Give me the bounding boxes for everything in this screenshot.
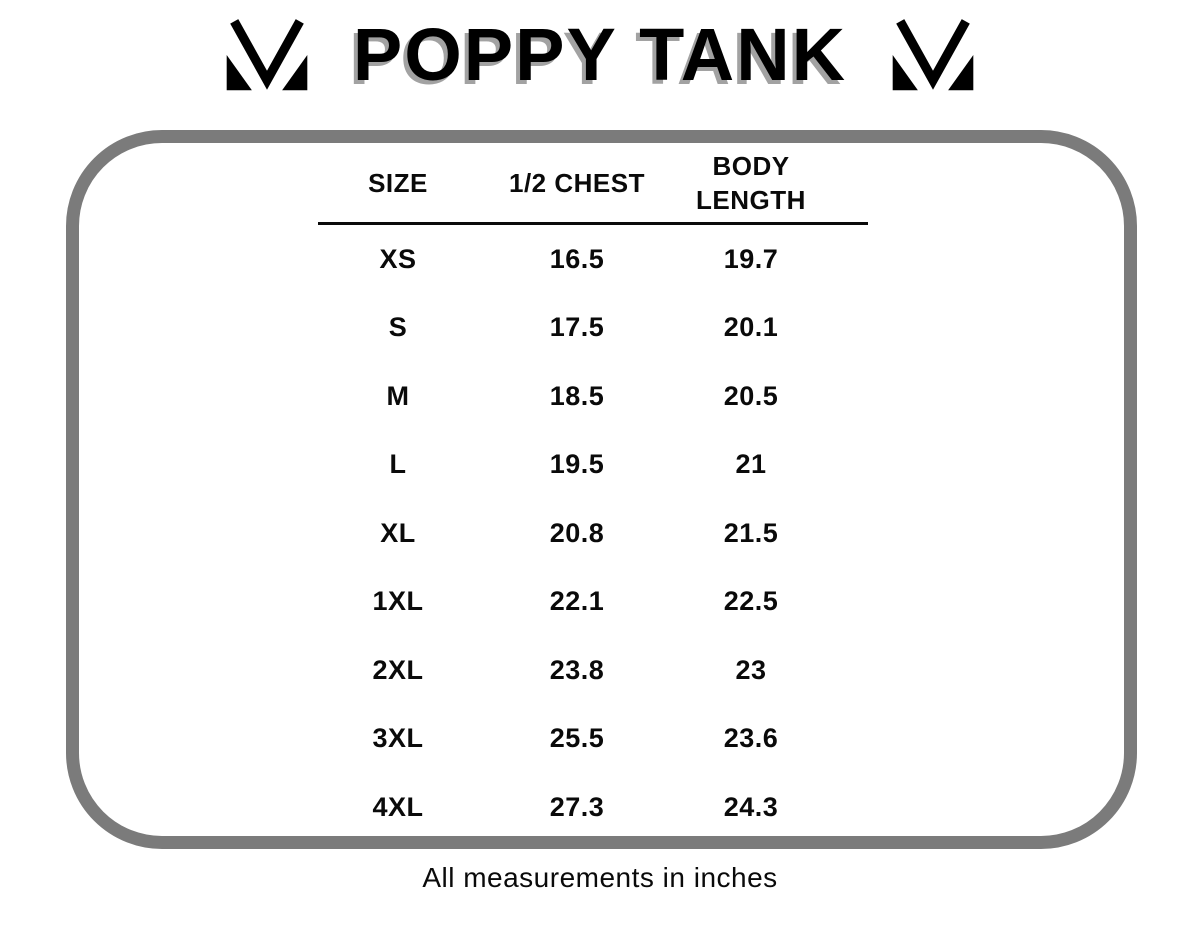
half-chest-cell: 23.8 [549,654,605,685]
half-chest-cell: 18.5 [549,380,605,411]
column-header-size: SIZE [368,168,428,199]
half-chest-cell: 22.1 [549,586,605,617]
half-chest-cell: 17.5 [549,312,605,343]
table-header-rule [318,222,868,225]
size-cell: S [388,312,408,343]
size-table: SIZE 1/2 CHEST BODY LENGTH XS 16.5 19.7 … [318,146,868,842]
body-length-cell: 21.5 [723,517,779,548]
body-length-cell: 21 [735,449,767,480]
column-header-half-chest: 1/2 CHEST [509,168,645,199]
body-length-cell: 22.5 [723,586,779,617]
brand-m-logo-right [892,19,974,91]
half-chest-cell: 16.5 [549,243,605,274]
size-cell: XL [380,517,416,548]
body-length-cell: 23 [735,654,767,685]
measurements-note: All measurements in inches [422,862,778,893]
size-cell: 2XL [372,654,424,685]
half-chest-cell: 25.5 [549,723,605,754]
half-chest-cell: 20.8 [549,517,605,548]
size-cell: 3XL [372,723,424,754]
body-length-cell: 19.7 [723,243,779,274]
size-cell: 1XL [372,586,424,617]
half-chest-cell: 19.5 [549,449,605,480]
body-length-cell: 20.1 [723,312,779,343]
body-length-cell: 20.5 [723,380,779,411]
size-cell: M [386,380,410,411]
column-header-body-length: BODY LENGTH [696,151,806,215]
page-title: POPPY TANK [352,13,848,96]
size-cell: L [389,449,407,480]
body-length-cell: 24.3 [723,791,779,822]
size-cell: 4XL [372,791,424,822]
size-chart-border-box [66,130,1137,849]
size-cell: XS [379,243,417,274]
brand-header: POPPY TANK [0,16,1200,94]
half-chest-cell: 27.3 [549,791,605,822]
brand-m-logo-left [226,19,308,91]
body-length-cell: 23.6 [723,723,779,754]
